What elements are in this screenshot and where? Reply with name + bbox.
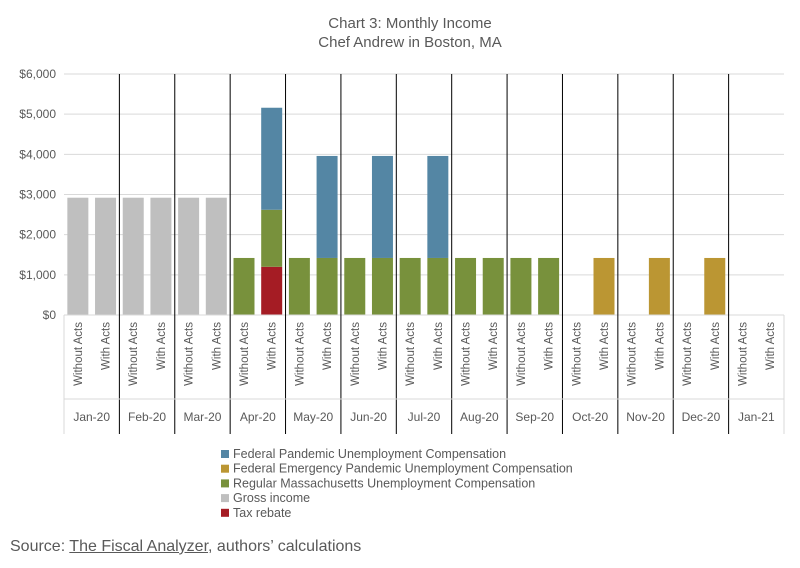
scenario-tick-label: With Acts (101, 322, 113, 370)
legend: Federal Pandemic Unemployment Compensati… (221, 447, 573, 520)
bar-segment (205, 197, 227, 315)
legend-swatch (221, 479, 229, 488)
scenario-tick-label: Without Acts (737, 322, 749, 386)
scenario-tick-label: Without Acts (350, 322, 362, 386)
bar-segment (427, 155, 449, 258)
scenario-tick-label: With Acts (322, 322, 334, 370)
scenario-tick-label: With Acts (654, 322, 666, 370)
source-note: Source: The Fiscal Analyzer, authors’ ca… (10, 538, 361, 556)
scenario-tick-label: Without Acts (239, 322, 251, 386)
month-tick-label: Dec-20 (682, 410, 721, 424)
scenario-tick-label: With Acts (267, 322, 279, 370)
bar-segment (67, 197, 89, 315)
bar-segment (538, 257, 560, 315)
month-tick-label: Sep-20 (515, 410, 554, 424)
scenario-tick-label: Without Acts (73, 322, 85, 386)
month-tick-label: Nov-20 (626, 410, 665, 424)
y-tick-label: $6,000 (19, 67, 56, 81)
legend-label: Regular Massachusetts Unemployment Compe… (233, 476, 535, 490)
bar-segment (510, 257, 532, 315)
y-tick-label: $5,000 (19, 107, 56, 121)
y-tick-label: $4,000 (19, 147, 56, 161)
scenario-tick-label: With Acts (488, 322, 500, 370)
axes: $0 $1,000 $2,000 $3,000 $4,000 $5,000 $6,000 Wi… (19, 67, 785, 434)
scenario-tick-label: Without Acts (682, 322, 694, 386)
bar-segment (178, 197, 200, 315)
legend-label: Federal Emergency Pandemic Unemployment … (233, 462, 573, 476)
source-link[interactable]: The Fiscal Analyzer (69, 538, 209, 555)
bar-segment (455, 257, 477, 315)
scenario-tick-label: Without Acts (184, 322, 196, 386)
scenario-tick-label: Without Acts (571, 322, 583, 386)
month-tick-label: Jan-20 (73, 410, 110, 424)
month-tick-label: Jan-21 (738, 410, 775, 424)
legend-label: Federal Pandemic Unemployment Compensati… (233, 447, 506, 461)
scenario-tick-label: With Acts (765, 322, 777, 370)
month-tick-label: Apr-20 (240, 410, 276, 424)
bar-segment (427, 257, 449, 315)
scenario-tick-label: Without Acts (128, 322, 140, 386)
legend-swatch (221, 494, 229, 503)
bar-segment (288, 257, 310, 315)
month-tick-label: May-20 (293, 410, 333, 424)
month-tick-label: Jul-20 (408, 410, 441, 424)
legend-label: Gross income (233, 491, 310, 505)
bar-segment (261, 107, 283, 210)
scenario-tick-label: Without Acts (405, 322, 417, 386)
y-tick-label: $1,000 (19, 268, 56, 282)
bar-segment (648, 257, 670, 315)
bar-segment (122, 197, 144, 315)
scenario-tick-label: With Acts (211, 322, 223, 370)
legend-swatch (221, 450, 229, 458)
source-suffix: , authors’ calculations (208, 538, 362, 555)
legend-swatch (221, 508, 229, 517)
y-tick-label: $2,000 (19, 228, 56, 242)
bar-segment (150, 197, 172, 315)
bar-segment (233, 257, 255, 315)
bar-segment (593, 257, 615, 315)
legend-label: Tax rebate (233, 506, 291, 520)
source-prefix: Source: (10, 538, 70, 555)
month-tick-label: Mar-20 (183, 410, 221, 424)
scenario-tick-label: Without Acts (461, 322, 473, 386)
month-tick-label: Oct-20 (572, 410, 608, 424)
scenario-tick-label: With Acts (433, 322, 445, 370)
chart: Chart 3: Monthly Income Chef Andrew in B… (19, 15, 785, 520)
bar-segment (261, 209, 283, 267)
scenario-tick-label: Without Acts (516, 322, 528, 386)
scenario-tick-label: With Acts (599, 322, 611, 370)
scenario-tick-label: With Acts (544, 322, 556, 370)
bar-segment (371, 155, 393, 258)
y-tick-label: $3,000 (19, 188, 56, 202)
bar-segment (482, 257, 504, 315)
y-tick-label: $0 (43, 308, 57, 322)
bar-segment (371, 257, 393, 315)
bar-segment (95, 197, 117, 315)
legend-swatch (221, 464, 229, 473)
bar-segment (399, 257, 421, 315)
bar-segment (704, 257, 726, 315)
bar-segment (344, 257, 366, 315)
bar-segment (316, 155, 338, 258)
scenario-tick-label: With Acts (156, 322, 168, 370)
chart-subtitle: Chef Andrew in Boston, MA (318, 34, 501, 51)
gridlines (64, 73, 784, 276)
scenario-tick-label: Without Acts (294, 322, 306, 386)
month-tick-label: Feb-20 (128, 410, 166, 424)
bar-segment (316, 257, 338, 315)
scenario-tick-label: Without Acts (627, 322, 639, 386)
month-tick-label: Aug-20 (460, 410, 499, 424)
scenario-tick-label: With Acts (377, 322, 389, 370)
chart-title: Chart 3: Monthly Income (328, 15, 491, 32)
bar-segment (261, 266, 283, 315)
scenario-tick-label: With Acts (710, 322, 722, 370)
bars (67, 107, 726, 315)
month-tick-label: Jun-20 (350, 410, 387, 424)
